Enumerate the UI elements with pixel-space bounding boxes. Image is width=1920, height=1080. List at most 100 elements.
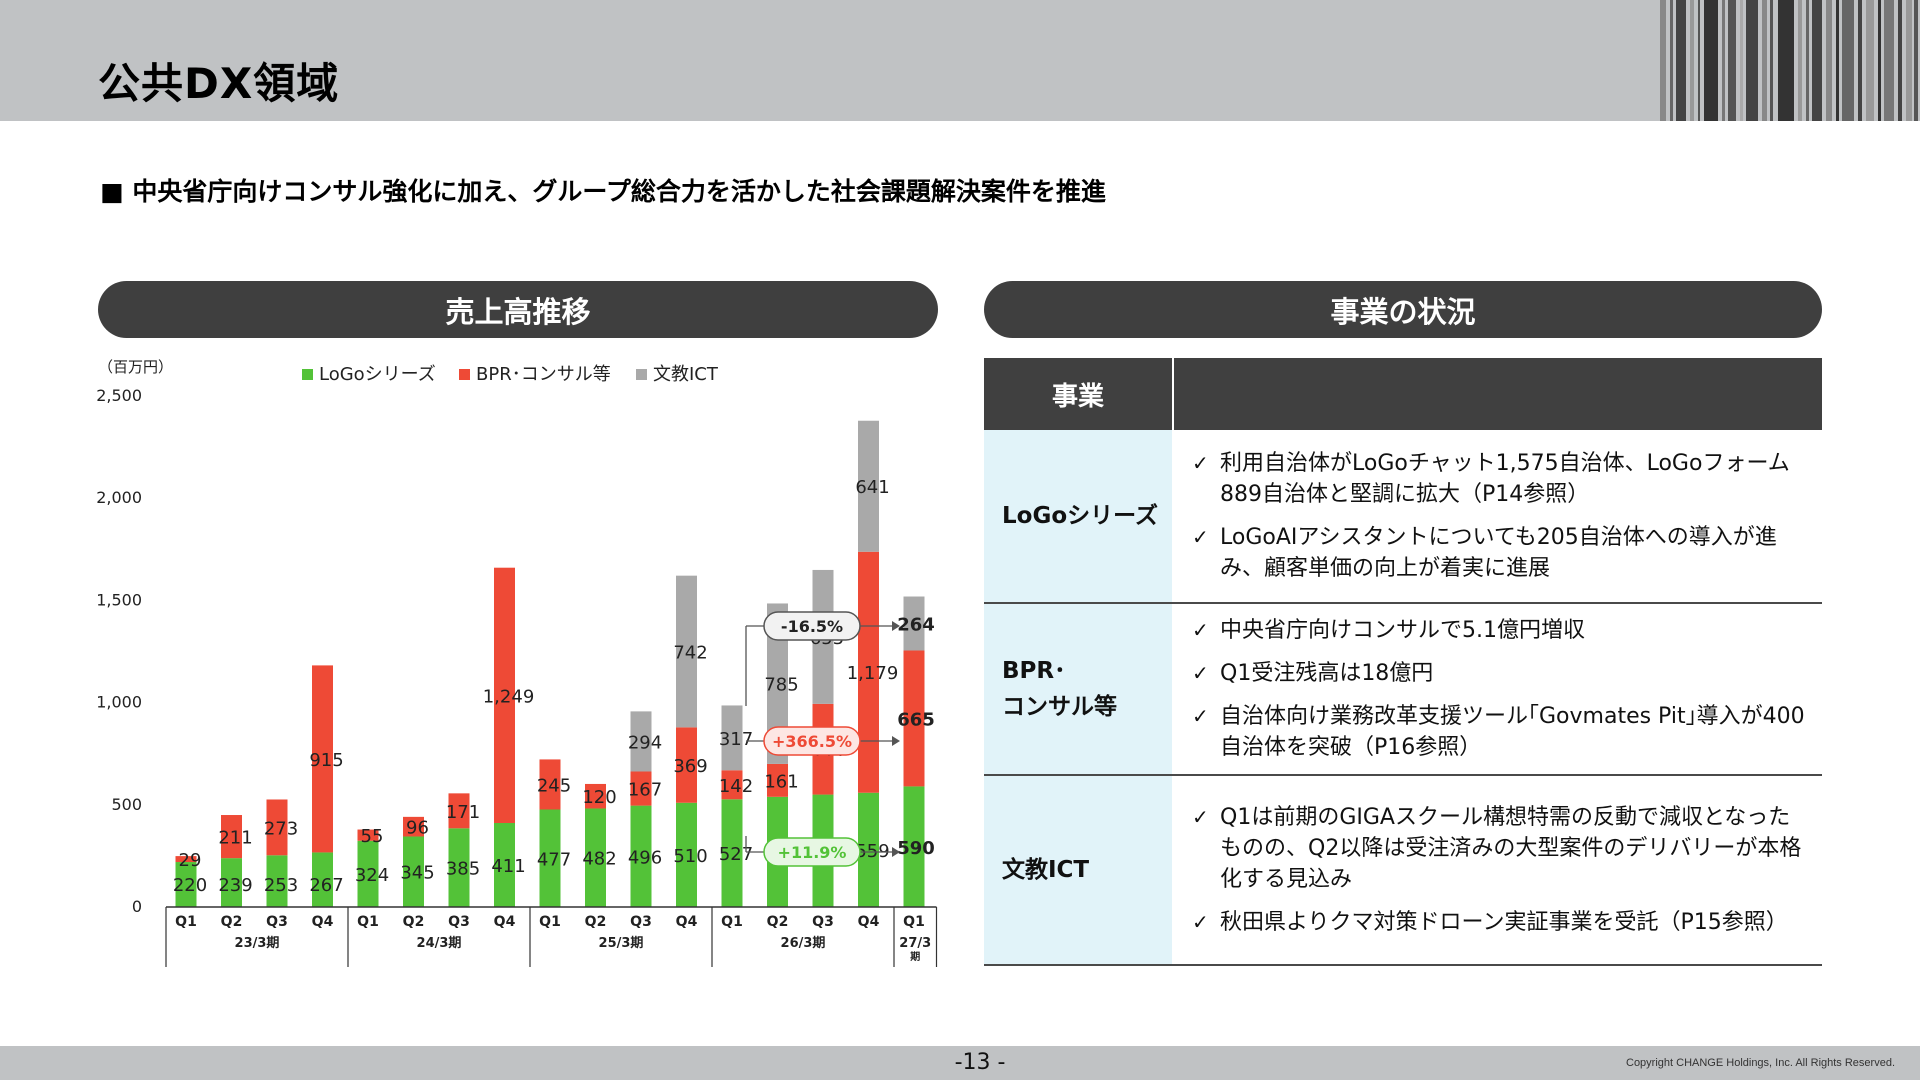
table-header-label: 事業 [984, 358, 1172, 430]
table-row: BPR･ コンサル等 ✓ 中央省庁向けコンサルで5.1億円増収 ✓ Q1受注残高は18億… [984, 604, 1822, 776]
legend-label: BPR･コンサル等 [476, 364, 611, 385]
data-label: 527 [719, 844, 753, 865]
stripe [1670, 0, 1673, 121]
annotation-arrow-head [892, 621, 900, 631]
bar-segment [494, 822, 515, 907]
business-item-text: Q1受注残高は18億円 [1220, 661, 1434, 686]
data-label: 245 [537, 775, 571, 796]
bar-segment [858, 551, 879, 793]
x-group-label: 25/3期 [599, 936, 644, 951]
data-label: 267 [309, 875, 343, 896]
bar-segment [175, 856, 197, 863]
annotation-badge [763, 837, 861, 867]
bar-segment [312, 852, 333, 907]
bar-segment [403, 836, 424, 907]
x-tick-label: Q3 [448, 914, 470, 930]
x-tick-label: Q2 [221, 914, 243, 930]
data-label: 590 [897, 838, 935, 859]
y-tick-label: 2,500 [96, 386, 142, 405]
annotation-badge [763, 726, 861, 756]
header-bar [0, 0, 1920, 121]
data-label: 171 [446, 802, 480, 823]
data-label: 273 [264, 818, 298, 839]
legend-label: LoGoシリーズ [319, 364, 436, 385]
y-tick-label: 1,000 [96, 693, 142, 712]
business-item: ✓ Q1は前期のGIGAスクール構想特需の反動で減収となったものの、Q2以降は受注… [1192, 802, 1810, 895]
x-tick-label: Q1 [175, 914, 197, 930]
stripe [1914, 0, 1918, 121]
table-header-blank [1172, 358, 1822, 430]
business-item: ✓ 自治体向け業務改革支援ツール｢Govmates Pit｣導入が400自治体を突… [1192, 701, 1810, 763]
bar-segment [721, 705, 743, 771]
bar-segment [903, 596, 925, 651]
x-tick-label: Q1 [903, 914, 925, 930]
table-row: LoGoシリーズ ✓ 利用自治体がLoGoチャット1,575自治体、LoGoフォーム… [984, 430, 1822, 604]
check-icon: ✓ [1192, 704, 1209, 728]
data-label: 120 [582, 787, 616, 808]
stripe [1722, 0, 1725, 121]
bar-segment [494, 567, 515, 823]
table-header-row: 事業 [984, 358, 1822, 430]
annotation-badge [763, 611, 861, 641]
stripe [1806, 0, 1809, 121]
data-label: 385 [446, 859, 480, 880]
bar-segment [357, 840, 379, 907]
y-tick-label: 500 [111, 795, 142, 814]
x-tick-label: Q3 [266, 914, 288, 930]
stripe [1676, 0, 1686, 121]
data-label: 161 [764, 771, 798, 792]
bar-segment [221, 815, 242, 859]
business-item: ✓ 秋田県よりクマ対策ドローン実証事業を受託（P15参照） [1192, 907, 1810, 938]
stripe [1878, 0, 1881, 121]
bar-segment [585, 808, 606, 907]
x-group-label-suffix: 期 [910, 950, 920, 963]
business-item-text: 利用自治体がLoGoチャット1,575自治体、LoGoフォーム889自治体と堅調… [1220, 451, 1790, 507]
stripe [1690, 0, 1694, 121]
business-item-text: Q1は前期のGIGAスクール構想特需の反動で減収となったものの、Q2以降は受注済… [1220, 805, 1802, 892]
bar-segment [858, 420, 879, 552]
business-item: ✓ Q1受注残高は18億円 [1192, 658, 1810, 689]
data-label: 264 [897, 614, 935, 635]
bar-segment [676, 802, 697, 907]
slide-subtitle: ■ 中央省庁向けコンサル強化に加え、グループ総合力を活かした社会課題解決案件を推… [100, 177, 1106, 206]
data-label: 742 [673, 643, 707, 664]
bar-segment [539, 809, 561, 907]
x-tick-label: Q2 [767, 914, 789, 930]
data-label: 211 [218, 828, 252, 849]
stripe [1884, 0, 1894, 121]
check-icon: ✓ [1192, 618, 1209, 642]
bar-segment [858, 792, 879, 907]
bar-segment [448, 828, 470, 907]
bar-segment [357, 829, 379, 841]
data-label: 239 [218, 875, 252, 896]
stripe [1842, 0, 1854, 121]
business-status-header: 事業の状況 [984, 281, 1822, 338]
data-label: 142 [719, 776, 753, 797]
bar-segment [630, 771, 652, 806]
data-label: 96 [406, 818, 429, 839]
bar-segment [266, 799, 288, 856]
stripe [1660, 0, 1666, 121]
footer-bar [0, 1046, 1920, 1080]
check-icon: ✓ [1192, 805, 1209, 829]
x-tick-label: Q4 [312, 914, 334, 930]
bar-segment [175, 862, 197, 907]
stripe [1704, 0, 1718, 121]
data-label: 294 [628, 732, 662, 753]
business-item-text: 自治体向け業務改革支援ツール｢Govmates Pit｣導入が400自治体を突破… [1220, 704, 1805, 760]
data-label: 510 [673, 846, 707, 867]
legend-swatch [302, 369, 313, 380]
data-label: 29 [179, 850, 202, 871]
legend-swatch [636, 369, 647, 380]
table-row: 文教ICT ✓ Q1は前期のGIGAスクール構想特需の反動で減収となったものの、Q2… [984, 776, 1822, 966]
stripe [1746, 0, 1758, 121]
x-tick-label: Q2 [403, 914, 425, 930]
bar-segment [630, 711, 652, 772]
x-tick-label: Q2 [585, 914, 607, 930]
business-name: 文教ICT [984, 776, 1172, 964]
business-item-text: 中央省庁向けコンサルで5.1億円増収 [1220, 618, 1585, 643]
stripe [1898, 0, 1902, 121]
bar-segment [676, 575, 697, 728]
y-tick-label: 2,000 [96, 488, 142, 507]
bar-segment [767, 763, 788, 797]
